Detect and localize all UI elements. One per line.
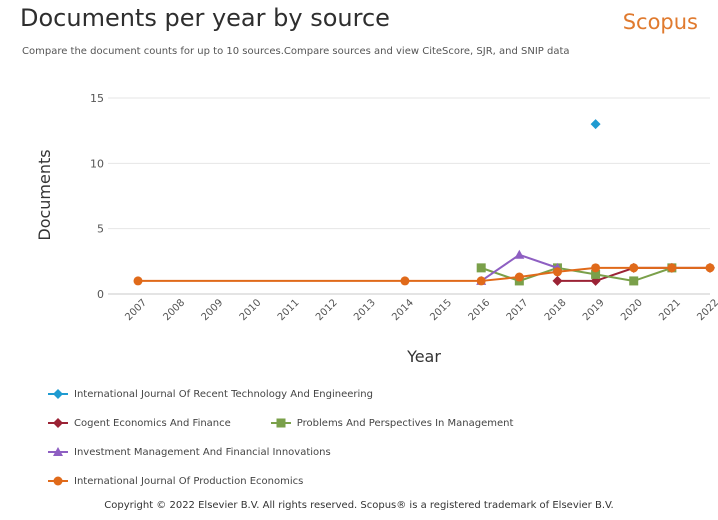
chart-area: 0 5 10 15 2007 2008 2009 2010 2011 2012 2013 2014 20… (35, 92, 718, 366)
data-point[interactable] (514, 249, 525, 259)
data-point[interactable] (552, 275, 563, 286)
series-group (476, 263, 677, 286)
x-tick-label: 2009 (200, 297, 226, 323)
y-tick-label: 0 (97, 288, 104, 301)
legend-label: International Journal Of Production Econ… (74, 475, 304, 487)
legend-label: Problems And Perspectives In Management (296, 417, 514, 429)
x-tick-label: 2013 (352, 297, 378, 323)
gridlines (108, 97, 710, 295)
x-tick-label: 2015 (428, 297, 454, 323)
x-tick-label: 2016 (467, 297, 493, 323)
x-tick-label: 2019 (581, 297, 607, 323)
data-point[interactable] (590, 119, 601, 130)
chart-subtitle: Compare the document counts for up to 10… (22, 46, 570, 57)
data-point[interactable] (591, 269, 601, 279)
legend-item-cogent[interactable]: Cogent Economics And Finance (48, 417, 231, 429)
legend-marker-icon (48, 417, 68, 429)
x-tick-label: 2007 (123, 297, 149, 323)
plot-series[interactable] (133, 119, 716, 286)
x-tick-label: 2022 (695, 297, 718, 323)
legend-marker[interactable] (276, 418, 286, 428)
data-point[interactable] (476, 263, 486, 273)
copyright-notice: Copyright © 2022 Elsevier B.V. All right… (104, 500, 614, 511)
y-tick-label: 10 (90, 157, 104, 170)
legend-item-ijpe[interactable]: International Journal Of Production Econ… (48, 475, 303, 487)
y-tick-label: 15 (90, 92, 104, 105)
data-point[interactable] (629, 263, 639, 273)
data-point[interactable] (133, 276, 143, 286)
series-line[interactable] (480, 266, 673, 282)
x-tick-label: 2014 (390, 297, 416, 323)
data-point[interactable] (400, 276, 410, 286)
x-tick-label: 2017 (505, 297, 531, 323)
legend-item-ijrte[interactable]: International Journal Of Recent Technolo… (48, 388, 373, 400)
data-point[interactable] (514, 272, 524, 282)
x-tick-label: 2020 (619, 297, 645, 323)
legend-marker-icon (270, 417, 291, 429)
legend-marker[interactable] (53, 476, 63, 486)
x-tick-label: 2011 (276, 297, 302, 323)
data-point[interactable] (629, 276, 639, 286)
scopus-logo[interactable]: Scopus (622, 10, 698, 34)
legend-marker[interactable] (53, 447, 63, 456)
data-point[interactable] (476, 276, 486, 286)
legend-marker[interactable] (53, 418, 63, 428)
data-point[interactable] (552, 267, 562, 277)
chart-title: Documents per year by source (20, 4, 390, 32)
x-tick-label: 2018 (543, 297, 569, 323)
legend-label: Cogent Economics And Finance (74, 417, 231, 429)
axes: 0 5 10 15 2007 2008 2009 2010 2011 2012 2013 2014 20… (90, 92, 718, 323)
y-tick-label: 5 (97, 223, 104, 236)
data-point[interactable] (667, 263, 677, 273)
legend-marker[interactable] (53, 389, 63, 399)
legend-label: Investment Management And Financial Inno… (74, 446, 331, 458)
x-tick-label: 2010 (238, 297, 264, 323)
legend-label: International Journal Of Recent Technolo… (74, 388, 373, 400)
legend-item-ppm[interactable]: Problems And Perspectives In Management (270, 417, 514, 429)
x-axis-label: Year (406, 347, 441, 366)
y-axis-label: Documents (35, 149, 54, 240)
legend-marker-icon (48, 446, 68, 458)
legend-marker-icon (48, 475, 68, 487)
data-point[interactable] (591, 263, 601, 273)
legend-marker-icon (48, 388, 68, 400)
data-point[interactable] (705, 263, 715, 273)
series-group (590, 119, 601, 130)
x-tick-label: 2021 (657, 297, 683, 323)
x-tick-label: 2012 (314, 297, 340, 323)
series-group (133, 263, 715, 286)
x-tick-label: 2008 (161, 297, 187, 323)
legend-item-imfi[interactable]: Investment Management And Financial Inno… (48, 446, 331, 458)
